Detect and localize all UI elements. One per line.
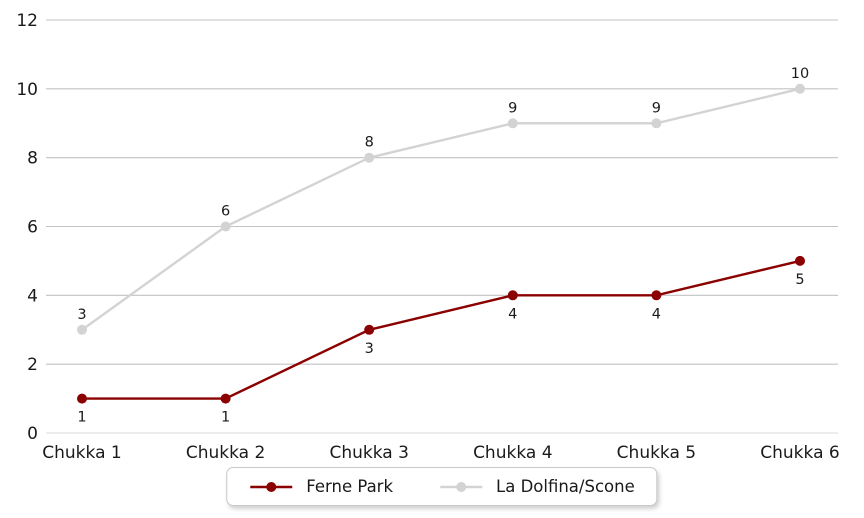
- data-point: [507, 118, 518, 129]
- legend-marker-ferne-park: [250, 481, 293, 492]
- x-tick-label: Chukka 5: [617, 443, 696, 463]
- x-tick-label: Chukka 3: [329, 443, 408, 463]
- legend-label-ferne-park: Ferne Park: [306, 477, 394, 496]
- data-point-label: 9: [508, 100, 517, 116]
- data-point: [77, 324, 87, 335]
- data-point-label: 10: [791, 66, 809, 82]
- data-point-label: 3: [365, 341, 374, 357]
- data-point-label: 3: [77, 307, 86, 323]
- data-point-label: 1: [221, 410, 230, 426]
- data-point-label: 6: [221, 204, 230, 220]
- legend-label-la-dolfina-scone: La Dolfina/Scone: [496, 477, 635, 496]
- data-point: [507, 290, 518, 301]
- legend-item-la-dolfina-scone: La Dolfina/Scone: [439, 477, 635, 496]
- series-line-0: [82, 259, 801, 400]
- data-point: [364, 324, 375, 335]
- data-point: [77, 393, 87, 404]
- data-point: [220, 221, 231, 232]
- data-point: [364, 152, 375, 163]
- data-point-label: 9: [652, 100, 661, 116]
- data-point-label: 4: [652, 306, 661, 322]
- y-tick-label: 4: [27, 286, 38, 306]
- legend-item-ferne-park: Ferne Park: [249, 477, 393, 496]
- x-tick-label: Chukka 6: [760, 443, 839, 463]
- x-tick-label: Chukka 1: [42, 443, 121, 463]
- y-tick-label: 10: [16, 80, 38, 100]
- x-tick-label: Chukka 4: [473, 443, 552, 463]
- legend: Ferne Park La Dolfina/Scone: [226, 467, 658, 506]
- data-point: [651, 290, 662, 301]
- data-point: [795, 255, 805, 266]
- y-tick-label: 12: [16, 11, 38, 31]
- y-tick-label: 0: [27, 424, 38, 444]
- legend-marker-la-dolfina-scone: [440, 481, 483, 492]
- data-point: [220, 393, 231, 404]
- data-point-label: 1: [77, 410, 86, 426]
- data-point: [651, 118, 662, 129]
- data-point-label: 8: [365, 135, 374, 151]
- y-tick-label: 6: [27, 218, 38, 238]
- data-point: [795, 83, 805, 94]
- data-point-label: 5: [795, 272, 804, 288]
- data-point-label: 4: [508, 306, 517, 322]
- x-tick-label: Chukka 2: [186, 443, 265, 463]
- y-tick-label: 2: [27, 355, 38, 375]
- plot-area: 0 2 4 6 8 10 12 Chukka 1 Chukka 2 Chukka 3 Chukka …: [16, 11, 839, 463]
- series-line-1: [81, 87, 801, 331]
- y-tick-label: 8: [27, 149, 38, 169]
